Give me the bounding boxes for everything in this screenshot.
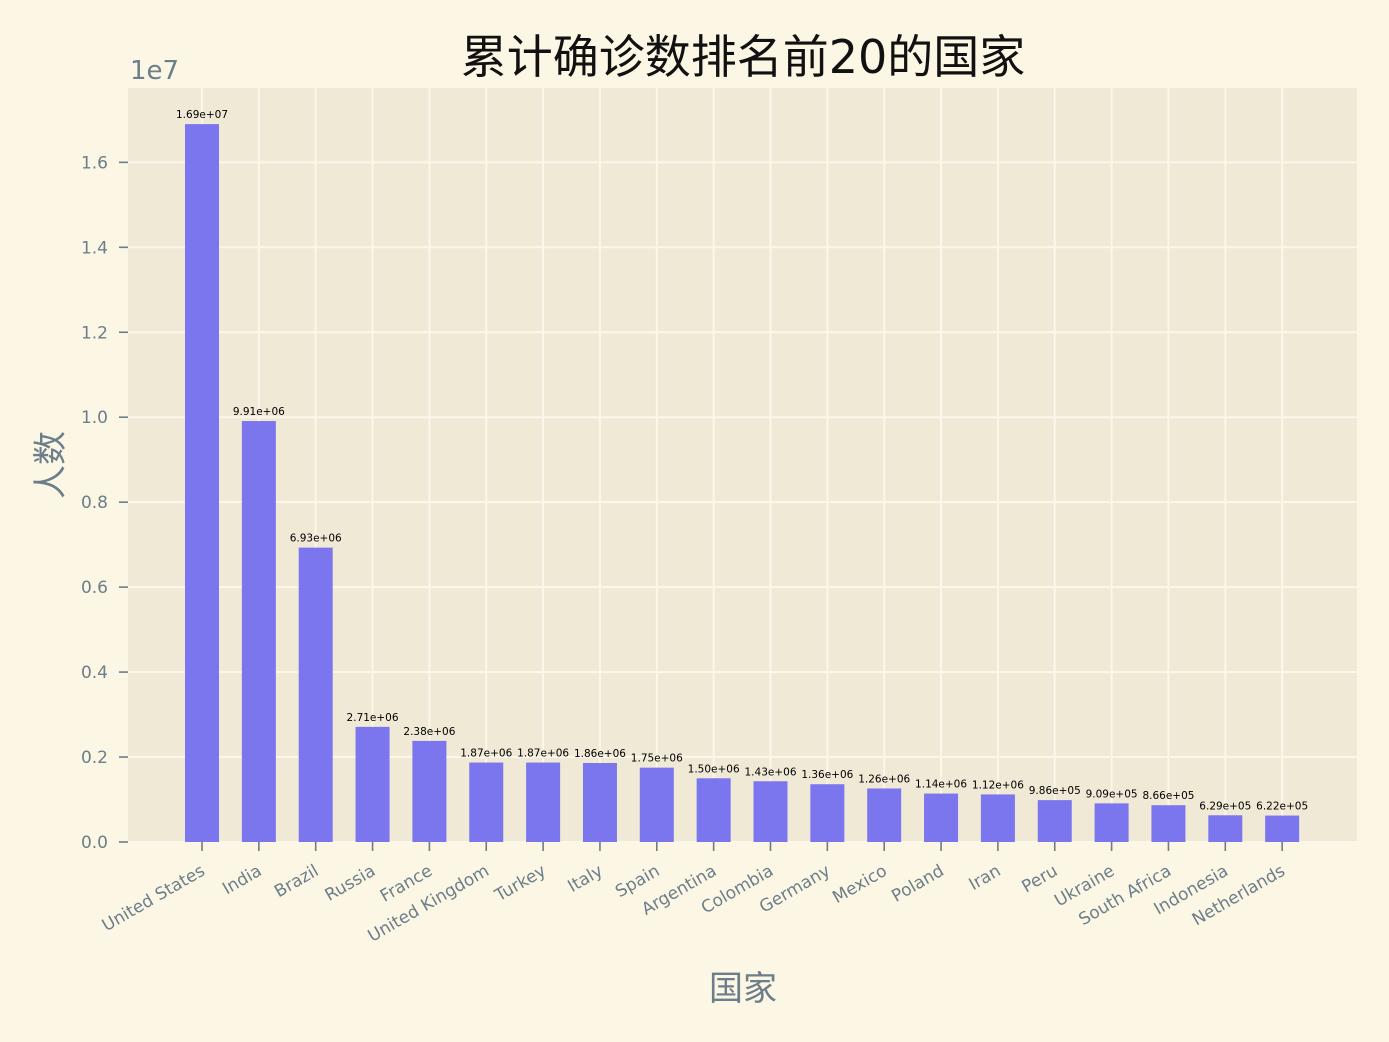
bar-value-label: 2.71e+06 xyxy=(347,712,399,724)
bar-value-label: 6.93e+06 xyxy=(290,533,342,545)
bar xyxy=(1208,815,1243,842)
bar xyxy=(867,788,902,842)
bar xyxy=(241,421,276,842)
bar-value-label: 1.87e+06 xyxy=(517,748,569,760)
y-tick-label: 0.2 xyxy=(81,748,108,768)
bar-value-label: 6.29e+05 xyxy=(1199,800,1251,812)
data-labels: 1.69e+07 9.91e+06 6.93e+06 2.71e+06 2.38e+06… xyxy=(176,109,1308,812)
bar xyxy=(298,547,333,842)
y-tick-label: 0.8 xyxy=(81,493,108,513)
y-tick-label: 0.6 xyxy=(81,578,108,598)
bar-value-label: 1.12e+06 xyxy=(972,779,1024,791)
bar-value-label: 2.38e+06 xyxy=(403,726,455,738)
y-tick-label: 0.4 xyxy=(81,663,108,683)
bar xyxy=(526,762,561,842)
bar xyxy=(1037,800,1072,842)
bar xyxy=(924,793,959,842)
y-tick-label: 1.0 xyxy=(81,408,108,428)
grid xyxy=(128,88,1357,843)
bar xyxy=(582,762,617,842)
bar xyxy=(469,762,504,842)
bar-value-label: 9.91e+06 xyxy=(233,406,285,418)
bar-value-label: 1.50e+06 xyxy=(688,763,740,775)
y-tick-label: 1.6 xyxy=(81,153,108,173)
bar xyxy=(753,781,788,842)
y-axis-label: 人数 xyxy=(31,431,71,499)
bar xyxy=(1151,805,1186,842)
y-tick-label: 1.4 xyxy=(81,238,108,258)
chart-title: 累计确诊数排名前20的国家 xyxy=(461,30,1026,84)
y-tick-label: 0.0 xyxy=(81,833,108,853)
bar xyxy=(696,778,731,842)
bar-value-label: 1.26e+06 xyxy=(858,773,910,785)
bar xyxy=(1265,815,1300,842)
x-axis-label: 国家 xyxy=(709,969,777,1009)
bar-value-label: 9.09e+05 xyxy=(1086,788,1138,800)
bar xyxy=(185,124,219,842)
y-tick-label: 1.2 xyxy=(81,323,108,343)
y-axis-offset-label: 1e7 xyxy=(130,56,179,86)
bar-value-label: 1.43e+06 xyxy=(745,766,797,778)
bar xyxy=(980,794,1015,842)
bar xyxy=(810,784,845,842)
plot-area xyxy=(128,88,1357,842)
bar-value-label: 9.86e+05 xyxy=(1029,785,1081,797)
bar xyxy=(639,767,674,842)
bar-value-label: 6.22e+05 xyxy=(1256,801,1308,813)
bar-value-label: 1.87e+06 xyxy=(460,748,512,760)
bar-value-label: 1.69e+07 xyxy=(176,109,228,121)
bar-value-label: 1.14e+06 xyxy=(915,779,967,791)
bar xyxy=(412,740,447,842)
bar-value-label: 1.75e+06 xyxy=(631,753,683,765)
bars xyxy=(185,124,1300,842)
bar xyxy=(355,726,390,842)
bar-value-label: 8.66e+05 xyxy=(1142,790,1194,802)
bar-value-label: 1.86e+06 xyxy=(574,748,626,760)
bar xyxy=(1094,803,1129,842)
bar-value-label: 1.36e+06 xyxy=(801,769,853,781)
